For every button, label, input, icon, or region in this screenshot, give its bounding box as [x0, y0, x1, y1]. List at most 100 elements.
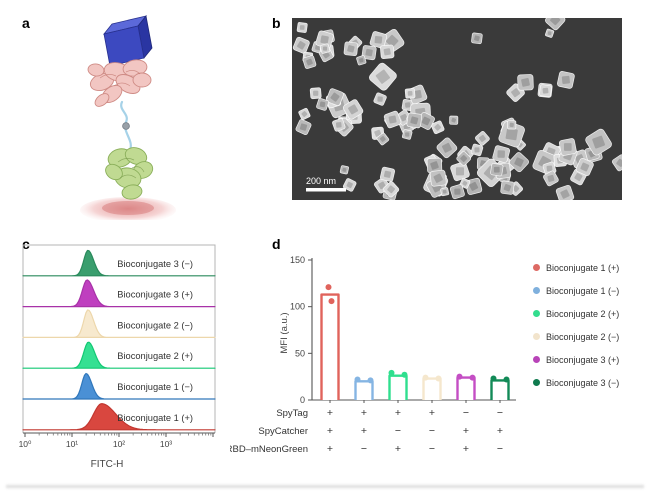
histogram-label: Bioconjugate 2 (−) — [117, 320, 193, 330]
nanoparticle — [490, 163, 504, 177]
nanoparticle — [475, 131, 490, 146]
sem-micrograph: 200 nm — [292, 18, 622, 200]
nanoparticle — [456, 151, 472, 166]
sem-particles — [292, 18, 622, 200]
histogram-series — [22, 279, 216, 308]
data-point — [490, 375, 497, 382]
data-point — [469, 374, 476, 381]
surface-mound — [80, 197, 176, 220]
panel-a-letter: a — [22, 15, 30, 31]
data-point — [354, 376, 361, 383]
green-protein-blob — [105, 147, 154, 200]
condition-row-label: SpyTag — [276, 408, 308, 419]
nanoparticle — [449, 115, 459, 125]
condition-value: + — [463, 443, 469, 455]
condition-value: + — [429, 407, 435, 419]
nanoparticle — [383, 110, 402, 129]
nanoparticle — [429, 169, 447, 187]
legend-dot-icon — [533, 287, 540, 294]
data-point — [328, 298, 335, 305]
x-tick-label: 10² — [113, 439, 125, 449]
condition-value: − — [361, 443, 367, 455]
histogram-label: Bioconjugate 2 (+) — [117, 351, 193, 361]
legend-label: Bioconjugate 3 (−) — [546, 377, 620, 388]
histogram-series — [22, 249, 216, 277]
condition-value: − — [429, 425, 435, 437]
y-tick-label: 0 — [300, 395, 305, 405]
nanoparticle — [383, 181, 400, 198]
linker — [120, 100, 132, 152]
data-point — [325, 284, 332, 291]
nanoparticle — [509, 152, 529, 173]
nanoparticle — [430, 120, 445, 135]
pink-protein-blob — [87, 59, 152, 107]
nanoparticle — [326, 88, 344, 106]
nanoparticle — [543, 170, 559, 187]
data-point — [503, 376, 510, 383]
condition-value: − — [463, 407, 469, 419]
condition-value: + — [361, 407, 367, 419]
condition-value: + — [463, 425, 469, 437]
condition-value: − — [497, 443, 503, 455]
histogram-series — [22, 403, 216, 431]
nanoparticle — [401, 129, 413, 140]
legend-dot-icon — [533, 379, 540, 386]
legend-label: Bioconjugate 1 (+) — [546, 262, 620, 273]
nanoparticle — [343, 41, 359, 57]
nanoparticle — [342, 178, 357, 192]
nanoparticle — [545, 28, 555, 38]
histogram-label: Bioconjugate 3 (+) — [117, 290, 193, 300]
histogram-label: Bioconjugate 1 (−) — [117, 382, 193, 392]
nanoparticle — [379, 166, 396, 182]
nanoparticle — [498, 120, 525, 148]
nanoparticle — [440, 187, 450, 197]
nanoparticle-cube-icon — [102, 15, 153, 67]
bar — [422, 377, 442, 400]
nanoparticle — [332, 118, 346, 132]
nanoparticle — [471, 32, 483, 45]
legend-label: Bioconjugate 1 (−) — [546, 285, 620, 296]
condition-row-label: SpyCatcher — [258, 426, 308, 437]
condition-value: − — [429, 443, 435, 455]
legend-dot-icon — [533, 356, 540, 363]
linker-bead-icon — [122, 122, 130, 130]
histogram-series — [22, 372, 216, 400]
histogram-series — [22, 341, 216, 369]
nanoparticle — [470, 143, 484, 157]
legend-item: Bioconjugate 1 (+) — [533, 261, 619, 274]
condition-value: + — [497, 425, 503, 437]
y-tick-label: 100 — [290, 302, 305, 312]
legend-dot-icon — [533, 333, 540, 340]
nanoparticle — [380, 44, 395, 59]
legend-item: Bioconjugate 3 (−) — [533, 376, 619, 389]
legend-label: Bioconjugate 2 (+) — [546, 308, 620, 319]
bioconjugate-schematic — [80, 15, 176, 220]
y-axis-label: MFI (a.u.) — [279, 312, 290, 353]
condition-value: + — [361, 425, 367, 437]
panel-d-letter: d — [272, 236, 281, 252]
data-point — [435, 375, 442, 382]
x-axis-label: FITC-H — [91, 459, 124, 470]
nanoparticle — [369, 31, 388, 49]
nanoparticle — [298, 107, 311, 121]
nanoparticle — [339, 165, 349, 175]
chart-legend: Bioconjugate 1 (+) Bioconjugate 1 (−) Bioc… — [533, 261, 619, 389]
legend-item: Bioconjugate 1 (−) — [533, 284, 619, 297]
panel-b-letter: b — [272, 15, 281, 31]
bar — [490, 379, 510, 400]
data-point — [401, 371, 408, 378]
condition-value: + — [327, 443, 333, 455]
condition-value: + — [327, 407, 333, 419]
nanoparticle — [369, 62, 397, 91]
nanoparticle — [539, 84, 552, 98]
condition-value: + — [395, 443, 401, 455]
condition-value: + — [327, 425, 333, 437]
bar — [388, 374, 408, 400]
nanoparticle — [295, 119, 312, 136]
nanoparticle — [575, 157, 594, 177]
nanoparticle — [507, 120, 517, 130]
nanoparticle — [356, 55, 367, 66]
nanoparticle — [361, 45, 377, 61]
nanoparticle — [611, 154, 622, 172]
